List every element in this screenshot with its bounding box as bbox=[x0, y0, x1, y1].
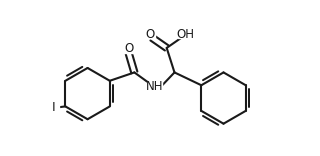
Text: I: I bbox=[52, 101, 55, 114]
Text: NH: NH bbox=[146, 80, 163, 93]
Bar bbox=[145, 30, 156, 38]
Text: OH: OH bbox=[176, 28, 194, 41]
Bar bbox=[50, 103, 59, 112]
Bar bbox=[124, 44, 134, 53]
Bar bbox=[178, 30, 192, 38]
Text: O: O bbox=[124, 42, 133, 55]
Bar bbox=[147, 82, 162, 92]
Text: O: O bbox=[146, 28, 155, 41]
